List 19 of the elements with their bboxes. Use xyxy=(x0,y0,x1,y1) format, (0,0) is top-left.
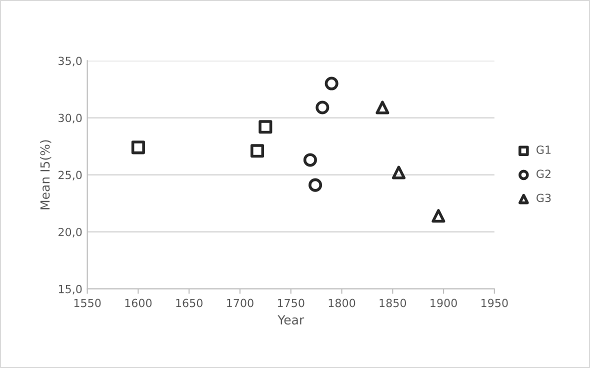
x-tick-label: 1700 xyxy=(227,298,254,308)
y-tick-label: 15,0 xyxy=(58,284,82,294)
legend-label: G2 xyxy=(536,170,550,178)
legend-label: G3 xyxy=(536,194,551,202)
y-axis-title: Mean I5(%) xyxy=(40,140,52,210)
x-tick-label: 1750 xyxy=(278,298,304,308)
x-tick-label: 1600 xyxy=(125,298,152,308)
y-tick-label: 25,0 xyxy=(58,170,82,180)
x-tick-label: 1650 xyxy=(176,298,202,308)
legend-label: G1 xyxy=(536,146,551,154)
x-tick-label: 1800 xyxy=(328,298,356,308)
x-tick-label: 1900 xyxy=(430,298,457,308)
y-tick-label: 35,0 xyxy=(58,56,82,66)
x-tick-label: 1850 xyxy=(380,298,406,308)
y-tick-label: 30,0 xyxy=(58,114,82,124)
x-tick-label: 1950 xyxy=(482,298,508,308)
x-tick-label: 1550 xyxy=(74,298,101,308)
y-tick-label: 20,0 xyxy=(58,228,82,238)
x-axis-title: Year xyxy=(278,315,304,325)
